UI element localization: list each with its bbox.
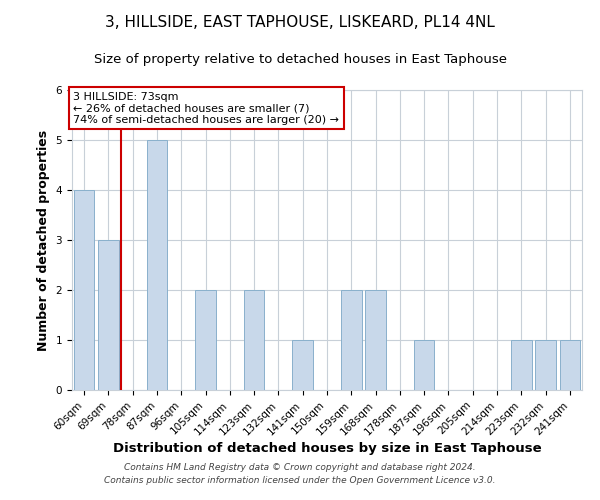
Bar <box>292 340 313 390</box>
X-axis label: Distribution of detached houses by size in East Taphouse: Distribution of detached houses by size … <box>113 442 541 455</box>
Bar <box>560 340 580 390</box>
Bar <box>244 290 265 390</box>
Bar <box>414 340 434 390</box>
Text: Contains HM Land Registry data © Crown copyright and database right 2024.
Contai: Contains HM Land Registry data © Crown c… <box>104 464 496 485</box>
Bar <box>341 290 362 390</box>
Text: 3, HILLSIDE, EAST TAPHOUSE, LISKEARD, PL14 4NL: 3, HILLSIDE, EAST TAPHOUSE, LISKEARD, PL… <box>105 15 495 30</box>
Bar <box>98 240 119 390</box>
Y-axis label: Number of detached properties: Number of detached properties <box>37 130 50 350</box>
Text: 3 HILLSIDE: 73sqm
← 26% of detached houses are smaller (7)
74% of semi-detached : 3 HILLSIDE: 73sqm ← 26% of detached hous… <box>73 92 339 124</box>
Bar <box>511 340 532 390</box>
Bar <box>535 340 556 390</box>
Bar <box>365 290 386 390</box>
Bar <box>74 190 94 390</box>
Bar <box>146 140 167 390</box>
Text: Size of property relative to detached houses in East Taphouse: Size of property relative to detached ho… <box>94 52 506 66</box>
Bar <box>195 290 216 390</box>
